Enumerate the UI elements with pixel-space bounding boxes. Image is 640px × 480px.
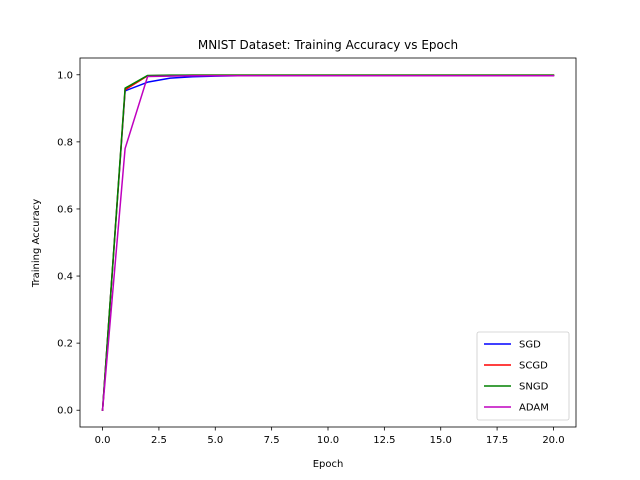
x-tick-label: 2.5 bbox=[151, 435, 167, 446]
legend-label-sgd: SGD bbox=[519, 340, 541, 351]
x-tick-label: 12.5 bbox=[373, 435, 395, 446]
x-tick-label: 17.5 bbox=[486, 435, 508, 446]
y-axis-ticks: 0.0 0.2 0.4 0.6 0.8 1.0 bbox=[57, 70, 80, 417]
x-axis-ticks: 0.0 2.5 5.0 7.5 10.0 12.5 15.0 17.5 20.0 bbox=[95, 427, 565, 446]
x-tick-label: 5.0 bbox=[207, 435, 223, 446]
legend-label-adam: ADAM bbox=[519, 403, 549, 414]
x-tick-label: 20.0 bbox=[542, 435, 564, 446]
legend: SGD SCGD SNGD ADAM bbox=[476, 331, 570, 421]
y-tick-label: 0.4 bbox=[57, 272, 73, 283]
y-axis-label: Training Accuracy bbox=[31, 199, 42, 288]
series-lines bbox=[101, 74, 555, 412]
series-line-adam bbox=[101, 75, 555, 412]
x-tick-label: 0.0 bbox=[95, 435, 111, 446]
x-tick-label: 7.5 bbox=[264, 435, 280, 446]
plot-area bbox=[79, 57, 577, 428]
x-tick-label: 15.0 bbox=[430, 435, 452, 446]
y-tick-label: 0.0 bbox=[57, 406, 73, 417]
x-axis-label: Epoch bbox=[313, 459, 344, 470]
y-tick-label: 0.6 bbox=[57, 204, 73, 215]
legend-label-scgd: SCGD bbox=[519, 361, 548, 372]
x-tick-label: 10.0 bbox=[317, 435, 339, 446]
y-tick-label: 1.0 bbox=[57, 70, 73, 81]
y-tick-label: 0.2 bbox=[57, 339, 73, 350]
legend-label-sngd: SNGD bbox=[519, 382, 549, 393]
chart-title: MNIST Dataset: Training Accuracy vs Epoc… bbox=[198, 38, 458, 52]
y-tick-label: 0.8 bbox=[57, 137, 73, 148]
legend-box bbox=[476, 331, 570, 421]
